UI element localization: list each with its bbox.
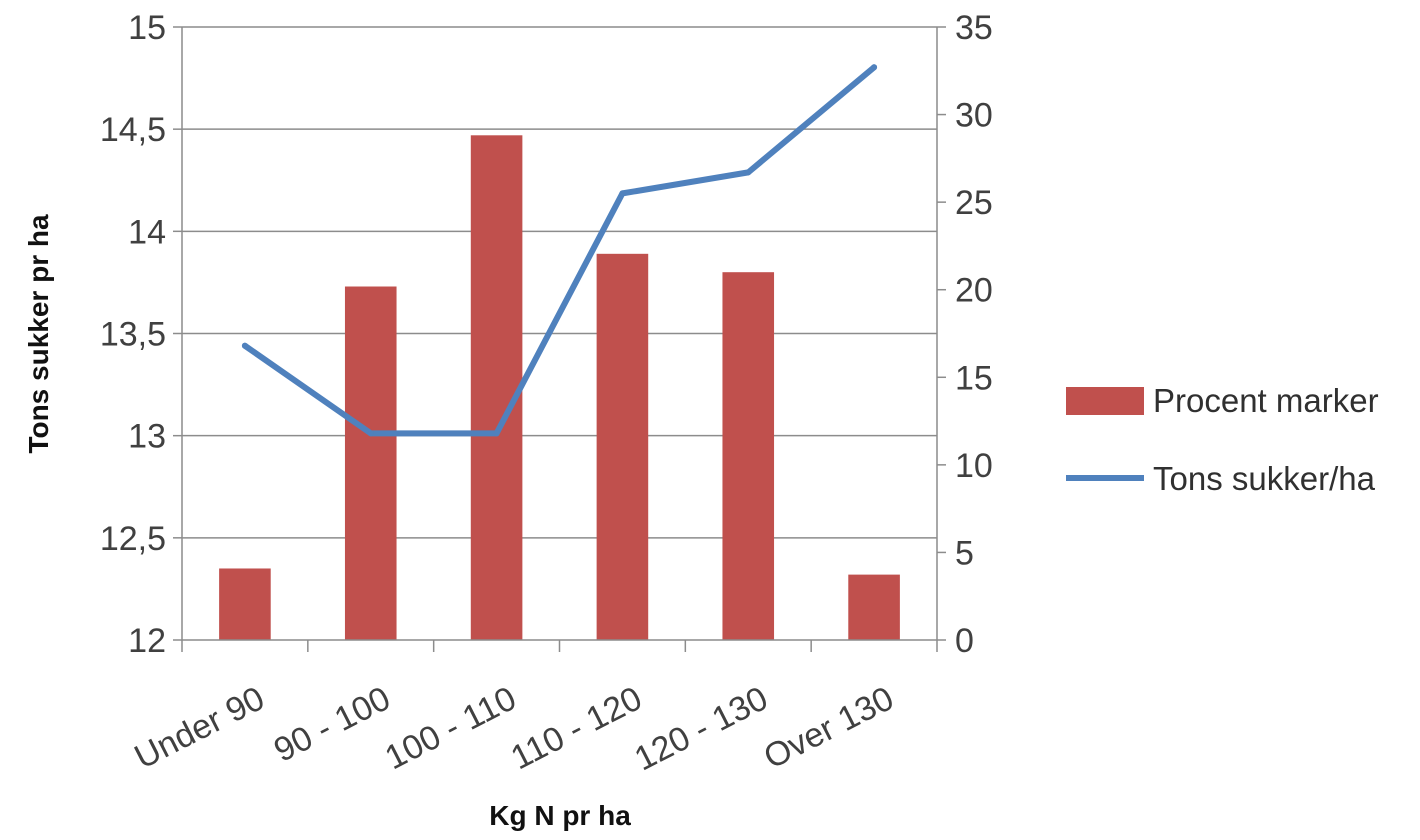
right-tick-label: 30 — [955, 97, 993, 135]
line-series — [241, 64, 878, 437]
legend: Procent marker Tons sukker/ha — [1066, 382, 1379, 497]
x-tick-label: 110 - 120 — [505, 679, 648, 777]
x-tick-label: 90 - 100 — [268, 679, 396, 770]
right-tick-label: 10 — [955, 447, 993, 485]
left-tick-label: 15 — [128, 9, 166, 47]
legend-label-line: Tons sukker/ha — [1153, 460, 1376, 497]
x-axis-title: Kg N pr ha — [489, 800, 631, 831]
left-tick-label: 12,5 — [100, 520, 166, 558]
bar — [848, 574, 900, 640]
line-point — [871, 64, 878, 71]
x-tick-label: 100 - 110 — [379, 679, 522, 777]
bar — [596, 253, 649, 640]
line-point — [241, 342, 248, 349]
right-tick-label: 15 — [955, 359, 993, 397]
left-tick-label: 13 — [128, 418, 166, 456]
bar — [722, 272, 775, 640]
left-tick-label: 14,5 — [100, 111, 166, 149]
right-tick-label: 5 — [955, 534, 974, 572]
x-tick-label: 120 - 130 — [629, 679, 774, 778]
left-tick-label: 14 — [128, 213, 166, 251]
bar — [344, 286, 397, 640]
right-tick-label: 0 — [955, 622, 974, 660]
line-point — [367, 430, 374, 437]
bar — [470, 135, 523, 640]
line-point — [493, 430, 500, 437]
bar — [219, 568, 271, 640]
right-tick-label: 25 — [955, 184, 993, 222]
right-tick-label: 20 — [955, 272, 993, 310]
left-tick-label: 12 — [128, 622, 166, 660]
series-line — [241, 64, 878, 437]
legend-label-bar: Procent marker — [1153, 382, 1379, 419]
line-point — [619, 190, 626, 197]
y-axis-title: Tons sukker pr ha — [23, 214, 54, 454]
legend-swatch-bar — [1066, 387, 1144, 415]
tick-labels: 12 12,5 13 13,5 14 14,5 15 0 5 10 15 20 25 30 35 Under … — [100, 9, 993, 778]
gridlines — [182, 26, 937, 539]
left-tick-label: 13,5 — [100, 316, 166, 354]
x-tick-label: Over 130 — [758, 679, 900, 776]
line-point — [745, 169, 752, 176]
right-tick-label: 35 — [955, 9, 993, 47]
bar-series — [219, 135, 900, 640]
axes — [173, 26, 946, 652]
x-tick-label: Under 90 — [129, 679, 271, 776]
